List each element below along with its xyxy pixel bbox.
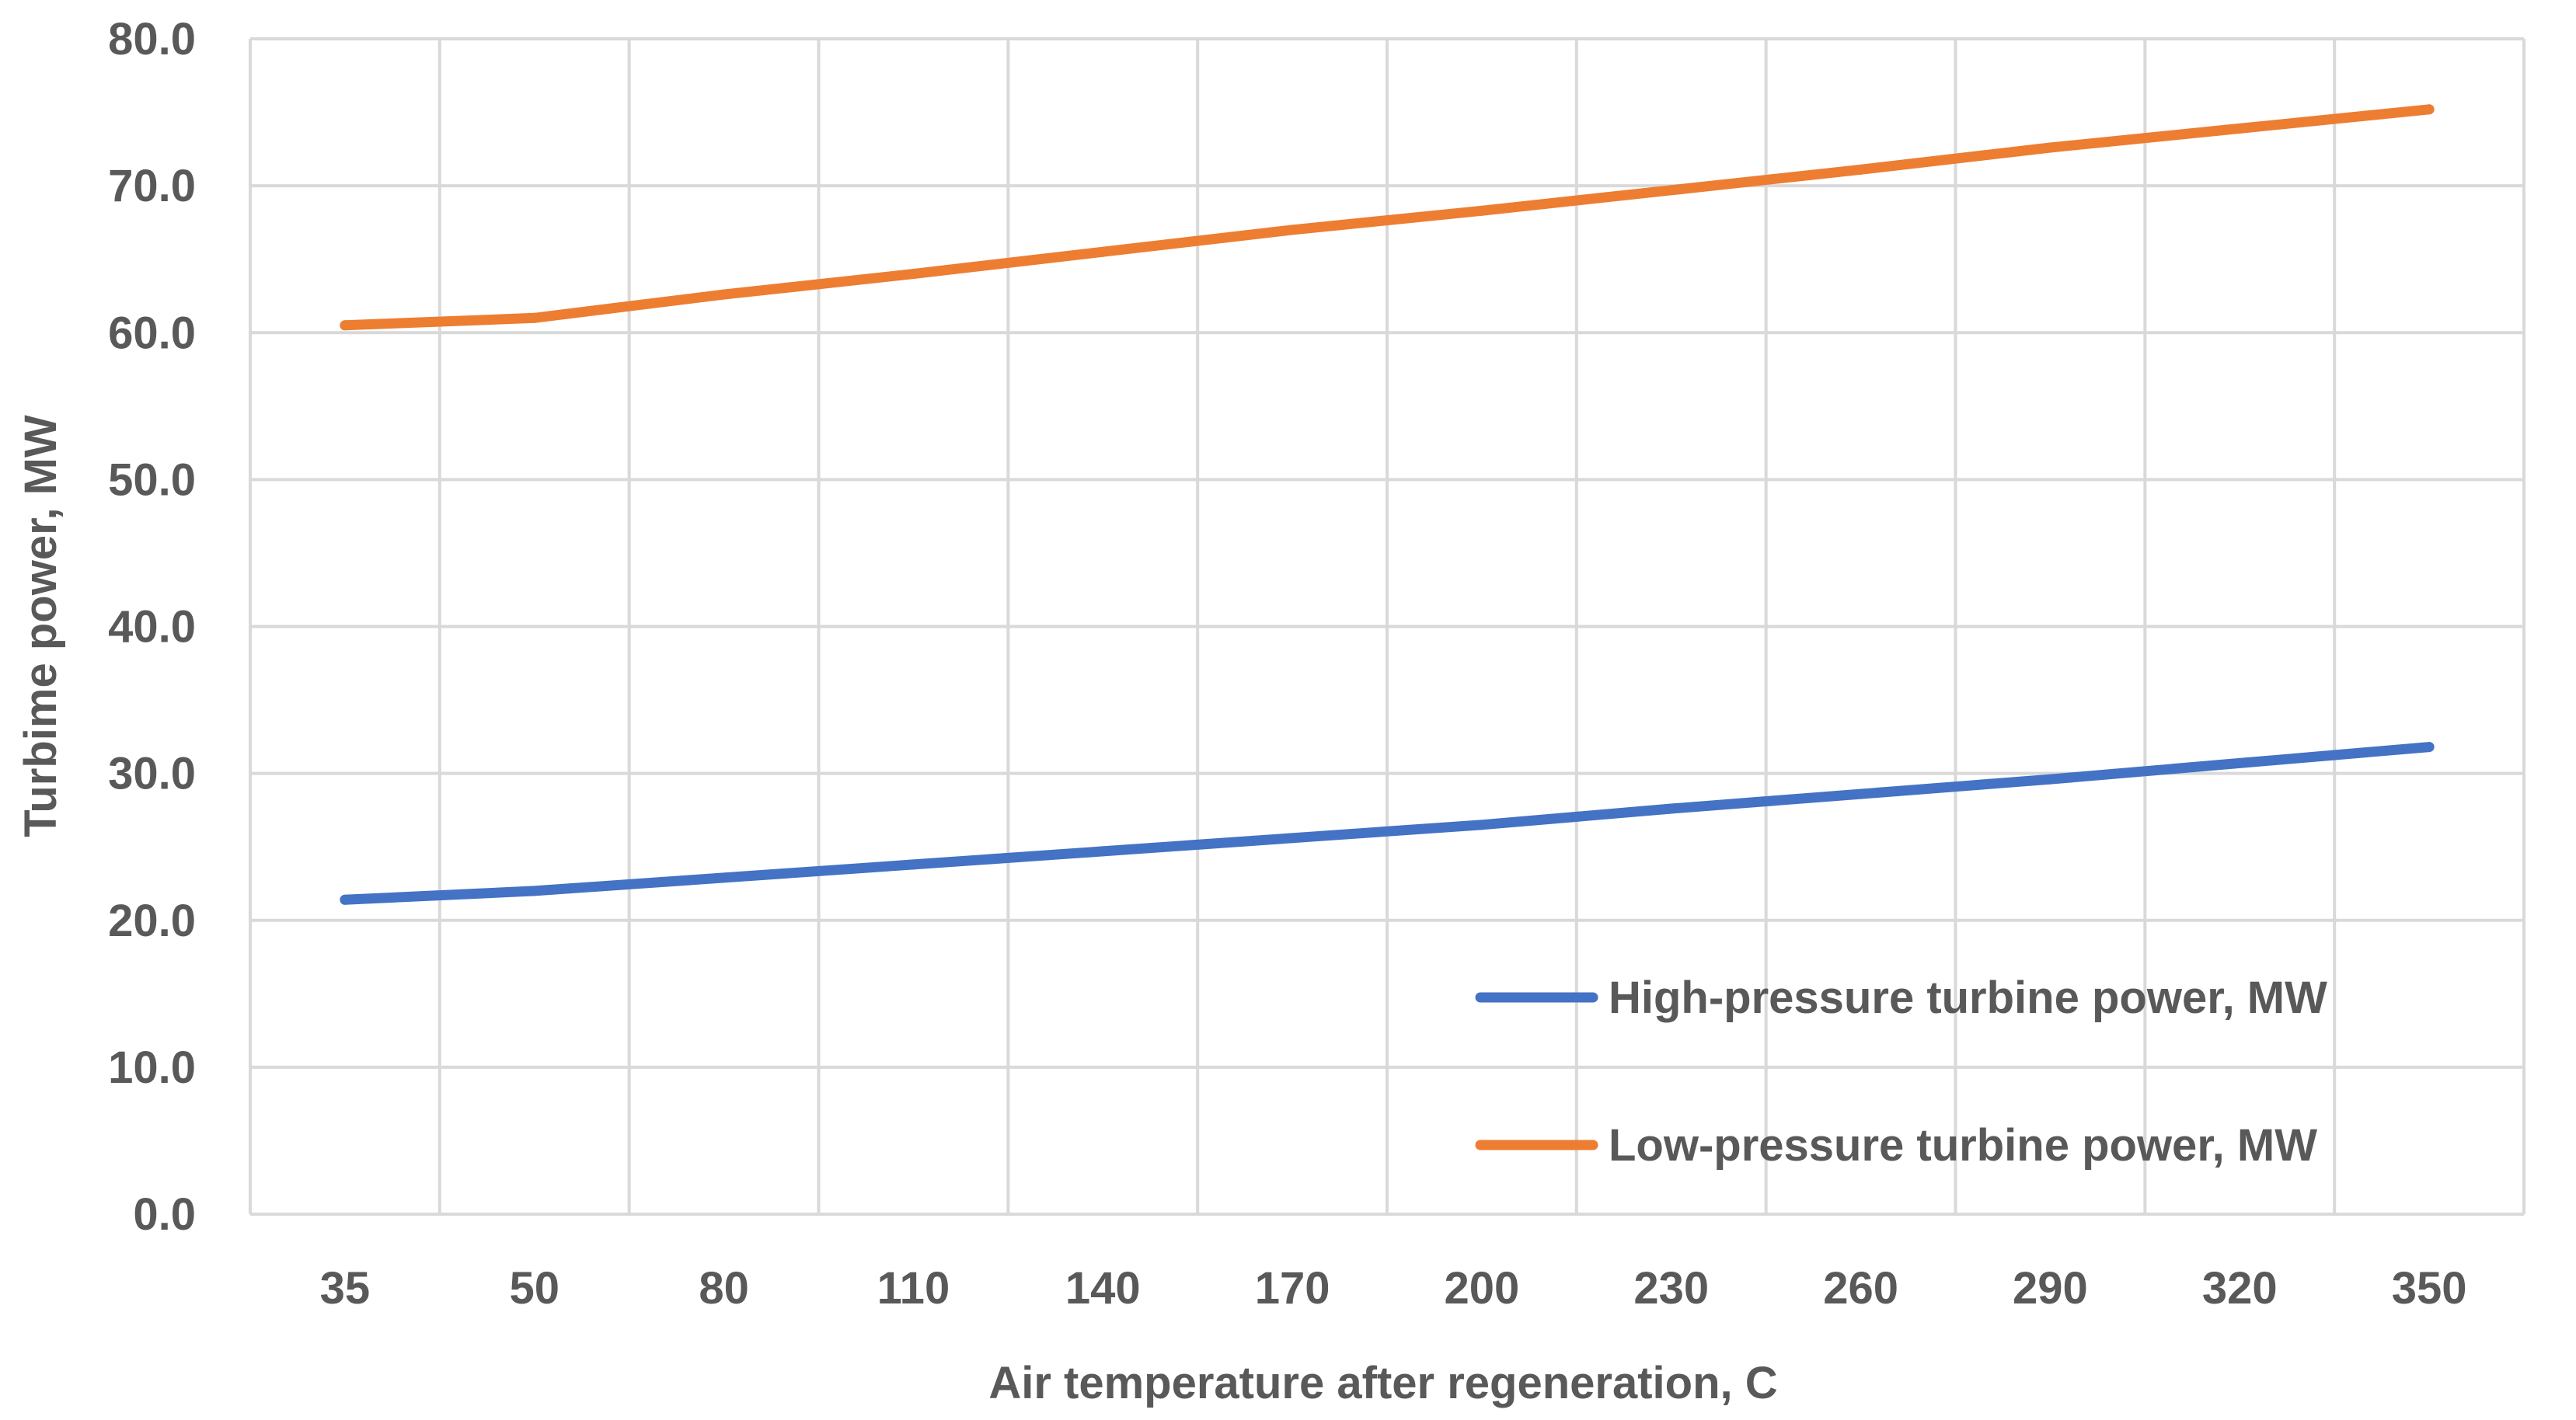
y-tick-label: 20.0	[108, 896, 196, 946]
data-point	[2424, 104, 2435, 115]
data-point	[1856, 788, 1867, 799]
x-tick-label: 200	[1445, 1263, 1520, 1314]
axes: 0.0 10.0 20.0 30.0 40.0 50.0 60.0 70.0 80.0 35 50 8…	[108, 14, 2466, 1314]
y-tick-label: 0.0	[133, 1189, 196, 1240]
y-tick-label: 10.0	[108, 1042, 196, 1093]
data-point	[1287, 833, 1298, 844]
series-line-0	[340, 742, 2435, 905]
x-tick-label: 170	[1255, 1263, 1330, 1314]
series	[340, 104, 2435, 905]
data-point	[1287, 224, 1298, 235]
data-point	[2044, 142, 2055, 153]
x-tick-label: 35	[320, 1263, 371, 1314]
data-point	[1476, 205, 1487, 216]
y-tick-label: 70.0	[108, 161, 196, 211]
data-point	[1666, 185, 1677, 196]
data-point	[719, 289, 730, 300]
series-line-1	[340, 104, 2435, 331]
grid	[249, 37, 2525, 1216]
data-point	[1856, 164, 1867, 175]
y-tick-label: 40.0	[108, 602, 196, 653]
data-point	[2234, 757, 2245, 768]
y-tick-label: 80.0	[108, 14, 196, 64]
x-tick-label: 110	[877, 1263, 950, 1314]
x-axis-title: Air temperature after regeneration, C	[988, 1358, 1777, 1408]
data-point	[719, 872, 730, 883]
data-point	[908, 269, 919, 280]
x-tick-label: 140	[1065, 1263, 1141, 1314]
x-tick-label: 290	[2013, 1263, 2088, 1314]
x-tick-label: 350	[2392, 1263, 2467, 1314]
data-point	[1097, 846, 1108, 857]
data-point	[2234, 123, 2245, 134]
data-point	[1666, 803, 1677, 814]
legend-label-low-pressure: Low-pressure turbine power, MW	[1609, 1120, 2317, 1171]
data-point	[908, 859, 919, 870]
x-tick-label: 50	[509, 1263, 559, 1314]
y-tick-label: 60.0	[108, 308, 196, 358]
y-tick-label: 50.0	[108, 454, 196, 505]
legend: High-pressure turbine power, MW Low-pres…	[1475, 973, 2327, 1171]
data-point	[529, 886, 540, 896]
x-tick-label: 80	[699, 1263, 749, 1314]
data-point	[1476, 820, 1487, 830]
y-tick-label: 30.0	[108, 749, 196, 799]
data-point	[1097, 246, 1108, 257]
y-axis-title: Turbime power, MW	[16, 415, 66, 837]
data-point	[340, 320, 350, 331]
data-point	[2424, 742, 2435, 753]
x-tick-label: 260	[1823, 1263, 1898, 1314]
data-point	[340, 894, 350, 905]
data-point	[2044, 774, 2055, 785]
legend-label-high-pressure: High-pressure turbine power, MW	[1609, 973, 2327, 1023]
data-point	[529, 312, 540, 323]
x-tick-label: 230	[1633, 1263, 1709, 1314]
x-tick-label: 320	[2202, 1263, 2278, 1314]
